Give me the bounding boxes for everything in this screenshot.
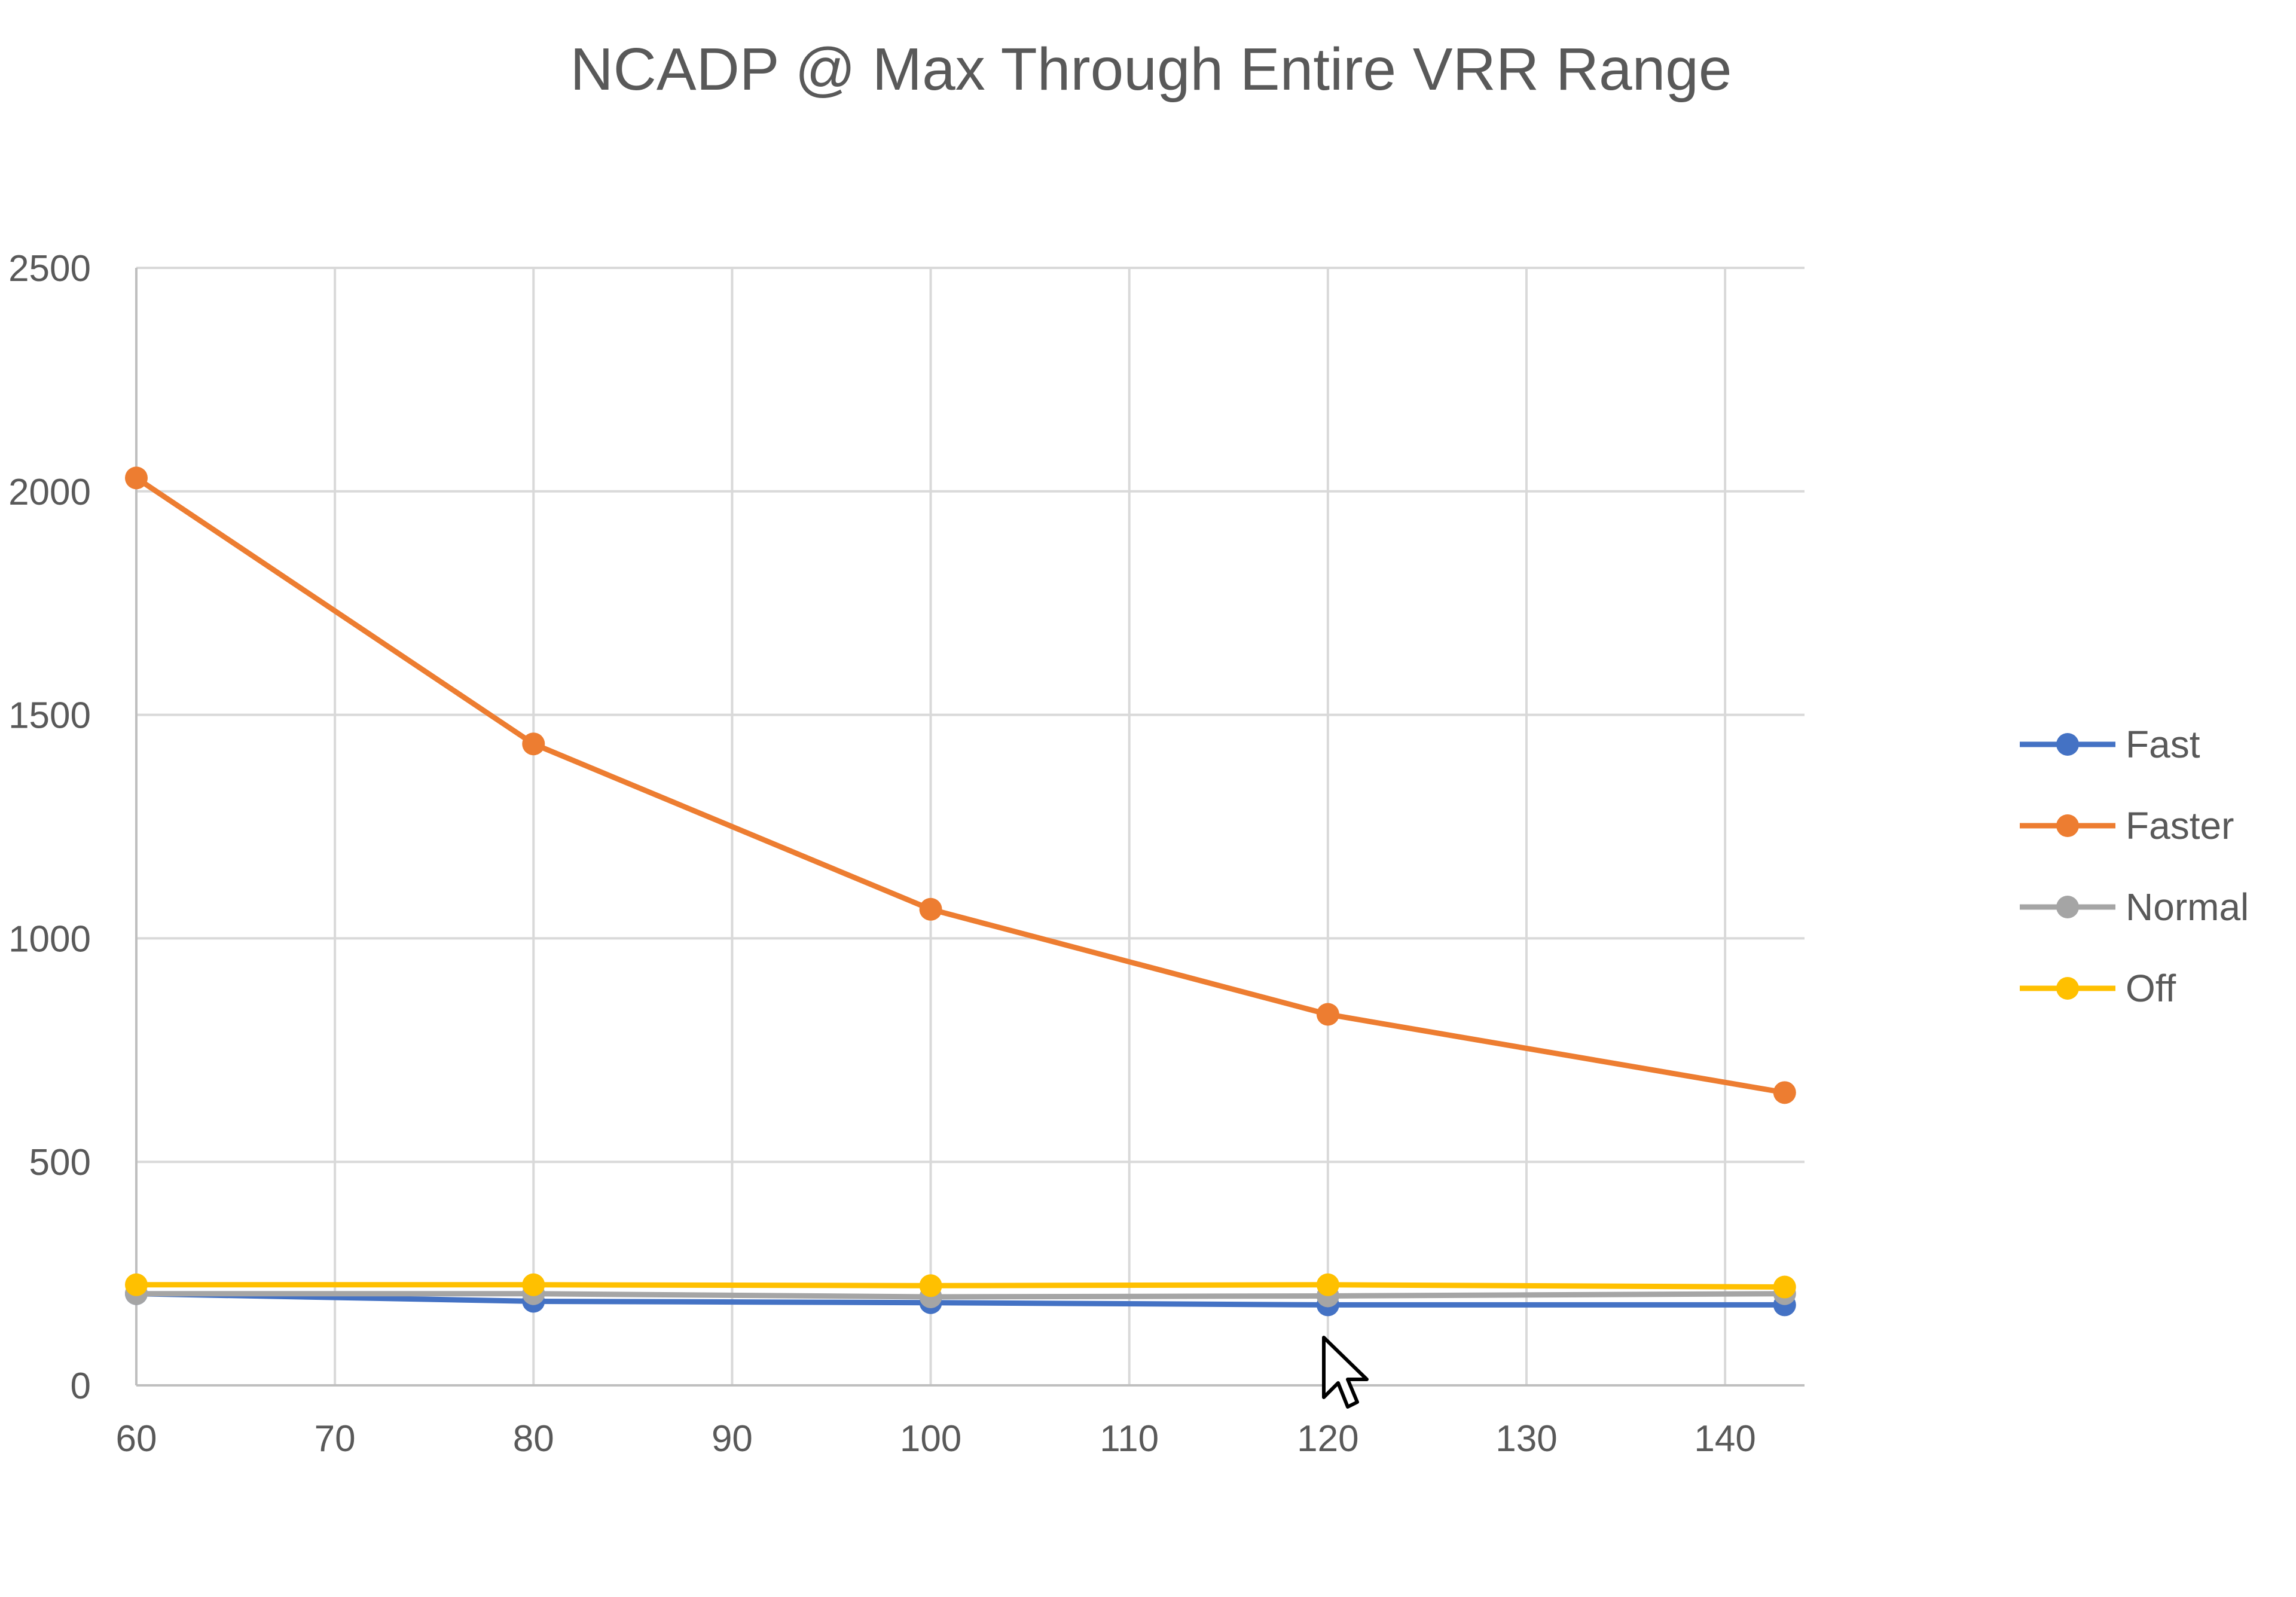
data-point-off xyxy=(125,1273,148,1296)
legend-label: Normal xyxy=(2126,885,2249,929)
data-point-faster xyxy=(1773,1081,1796,1104)
x-tick-label: 60 xyxy=(116,1418,157,1459)
data-point-off xyxy=(522,1273,545,1296)
legend-item-normal: Normal xyxy=(2020,885,2249,929)
legend-item-faster: Faster xyxy=(2020,804,2234,847)
series-faster xyxy=(125,466,1796,1104)
x-tick-label: 80 xyxy=(513,1418,554,1459)
data-point-faster xyxy=(125,466,148,490)
series-line-normal xyxy=(133,1291,1788,1300)
legend: Fast Faster Normal Off xyxy=(2020,723,2249,1010)
series-off xyxy=(125,1273,1796,1299)
legend-label: Faster xyxy=(2126,804,2234,847)
x-tick-label: 70 xyxy=(315,1418,356,1459)
legend-label: Off xyxy=(2126,967,2176,1010)
y-tick-label: 2500 xyxy=(8,248,91,289)
legend-swatch-marker xyxy=(2056,896,2079,918)
grid xyxy=(136,267,1805,1385)
y-tick-label: 2000 xyxy=(8,472,91,513)
series-group xyxy=(125,466,1796,1317)
y-tick-label: 500 xyxy=(29,1142,91,1183)
x-tick-label: 120 xyxy=(1297,1418,1358,1459)
data-point-faster xyxy=(919,897,942,921)
series-line-off xyxy=(133,1282,1788,1290)
data-point-off xyxy=(1773,1275,1796,1299)
x-tick-label: 130 xyxy=(1495,1418,1557,1459)
y-tick-label: 0 xyxy=(71,1366,91,1407)
legend-swatch-marker xyxy=(2056,733,2079,756)
data-point-faster xyxy=(522,732,545,756)
data-point-off xyxy=(919,1274,942,1297)
x-tick-label: 100 xyxy=(900,1418,961,1459)
data-point-off xyxy=(1316,1273,1339,1296)
axes: 0 500 1000 1500 2000 2500 60 70 80 90 100 110 120 130… xyxy=(8,248,1805,1459)
series-line-faster xyxy=(133,475,1788,1095)
legend-label: Fast xyxy=(2126,723,2200,766)
mouse-pointer-icon xyxy=(1322,1336,1369,1409)
x-tick-label: 140 xyxy=(1694,1418,1755,1459)
y-tick-label: 1000 xyxy=(8,918,91,960)
x-tick-label: 110 xyxy=(1100,1418,1159,1459)
legend-item-off: Off xyxy=(2020,967,2176,1010)
legend-swatch-marker xyxy=(2056,814,2079,837)
chart-title: NCADP @ Max Through Entire VRR Range xyxy=(570,36,1732,103)
legend-item-fast: Fast xyxy=(2020,723,2200,766)
y-tick-label: 1500 xyxy=(8,695,91,737)
x-tick-label: 90 xyxy=(712,1418,753,1459)
data-point-faster xyxy=(1316,1003,1339,1026)
legend-swatch-marker xyxy=(2056,977,2079,1000)
